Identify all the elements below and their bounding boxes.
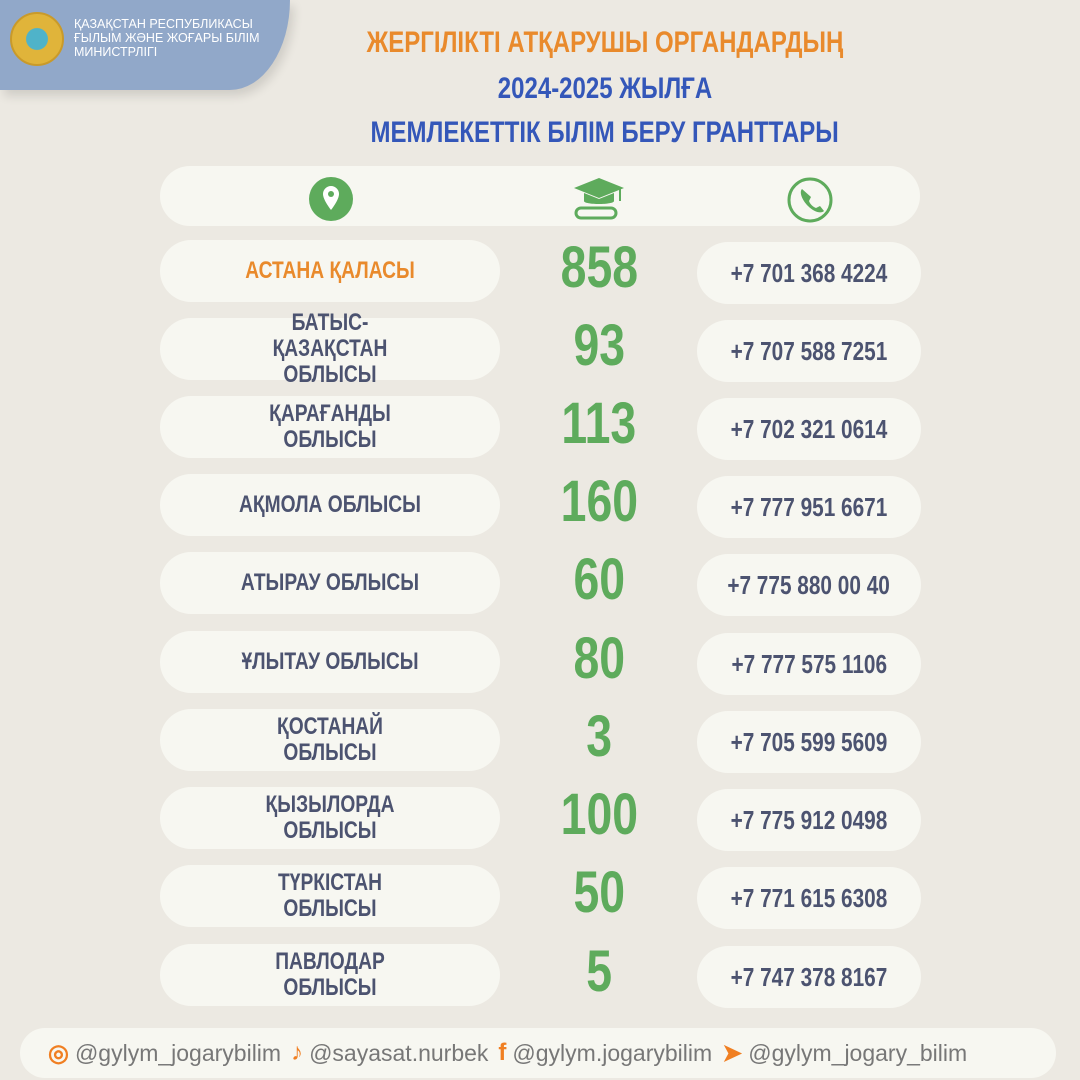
kazakhstan-emblem-icon	[10, 12, 64, 66]
region-name: АҚМОЛА ОБЛЫСЫ	[160, 474, 500, 536]
social-handle: @sayasat.nurbek	[309, 1039, 489, 1066]
location-pin-icon	[309, 177, 353, 221]
grant-count: 60	[573, 547, 625, 612]
title-line-2: 2024-2025 ЖЫЛҒА	[497, 72, 713, 105]
grant-count: 100	[560, 782, 638, 847]
region-name: ПАВЛОДАР ОБЛЫСЫ	[160, 944, 500, 1006]
telegram-icon: ➤	[722, 1039, 743, 1067]
grant-count: 3	[586, 704, 612, 769]
grant-count: 93	[573, 313, 625, 378]
region-name: БАТЫС-ҚАЗАҚСТАН ОБЛЫСЫ	[160, 310, 500, 388]
phone-number[interactable]: +7 702 321 0614	[697, 398, 921, 460]
ministry-line: ҚАЗАҚСТАН РЕСПУБЛИКАСЫ	[74, 17, 253, 31]
ministry-header: ҚАЗАҚСТАН РЕСПУБЛИКАСЫ ҒЫЛЫМ ЖӘНЕ ЖОҒАРЫ…	[0, 0, 290, 90]
phone-number[interactable]: +7 777 575 1106	[697, 633, 921, 695]
title-line-1: ЖЕРГІЛІКТІ АТҚАРУШЫ ОРГАНДАРДЫҢ	[366, 26, 844, 59]
phone-number[interactable]: +7 705 599 5609	[697, 711, 921, 773]
social-handle: @gylym_jogary_bilim	[748, 1039, 968, 1066]
social-link[interactable]: ➤ @gylym_jogary_bilim	[722, 1039, 967, 1068]
region-name: ҚОСТАНАЙ ОБЛЫСЫ	[160, 709, 500, 771]
social-handle: @gylym.jogarybilim	[512, 1039, 713, 1066]
phone-number[interactable]: +7 701 368 4224	[697, 242, 921, 304]
grant-count: 160	[560, 469, 638, 534]
region-name: АСТАНА ҚАЛАСЫ	[160, 240, 500, 302]
region-name: АТЫРАУ ОБЛЫСЫ	[160, 552, 500, 614]
social-handle: @gylym_jogarybilim	[74, 1039, 282, 1066]
ministry-line: МИНИСТРЛІГІ	[74, 45, 158, 59]
phone-number[interactable]: +7 771 615 6308	[697, 867, 921, 929]
column-header-bar	[160, 166, 920, 226]
social-footer: ◎ @gylym_jogarybilim ♪ @sayasat.nurbek f @gyl…	[20, 1028, 1056, 1078]
ministry-line: ҒЫЛЫМ ЖӘНЕ ЖОҒАРЫ БІЛІМ	[74, 31, 260, 45]
social-link[interactable]: f @gylym.jogarybilim	[498, 1039, 712, 1067]
ministry-name: ҚАЗАҚСТАН РЕСПУБЛИКАСЫ ҒЫЛЫМ ЖӘНЕ ЖОҒАРЫ…	[74, 17, 260, 59]
tiktok-icon: ♪	[291, 1039, 304, 1066]
grant-count: 50	[573, 860, 625, 925]
phone-number[interactable]: +7 707 588 7251	[697, 320, 921, 382]
phone-number[interactable]: +7 775 880 00 40	[697, 554, 921, 616]
grant-count: 858	[560, 235, 638, 300]
title-line-3: МЕМЛЕКЕТТІК БІЛІМ БЕРУ ГРАНТТАРЫ	[370, 116, 840, 149]
grant-count: 5	[586, 939, 612, 1004]
phone-icon	[787, 177, 833, 223]
phone-number[interactable]: +7 775 912 0498	[697, 789, 921, 851]
facebook-icon: f	[498, 1039, 507, 1066]
grant-count: 80	[573, 626, 625, 691]
social-link[interactable]: ◎ @gylym_jogarybilim	[48, 1039, 281, 1068]
instagram-icon: ◎	[48, 1039, 69, 1067]
region-name: ҚЫЗЫЛОРДА ОБЛЫСЫ	[160, 787, 500, 849]
region-name: ҚАРАҒАНДЫ ОБЛЫСЫ	[160, 396, 500, 458]
region-name: ҰЛЫТАУ ОБЛЫСЫ	[160, 631, 500, 693]
phone-number[interactable]: +7 747 378 8167	[697, 946, 921, 1008]
social-link[interactable]: ♪ @sayasat.nurbek	[291, 1039, 488, 1067]
region-name: ТҮРКІСТАН ОБЛЫСЫ	[160, 865, 500, 927]
phone-number[interactable]: +7 777 951 6671	[697, 476, 921, 538]
grant-count: 113	[561, 391, 637, 456]
graduation-cap-icon	[574, 178, 624, 220]
